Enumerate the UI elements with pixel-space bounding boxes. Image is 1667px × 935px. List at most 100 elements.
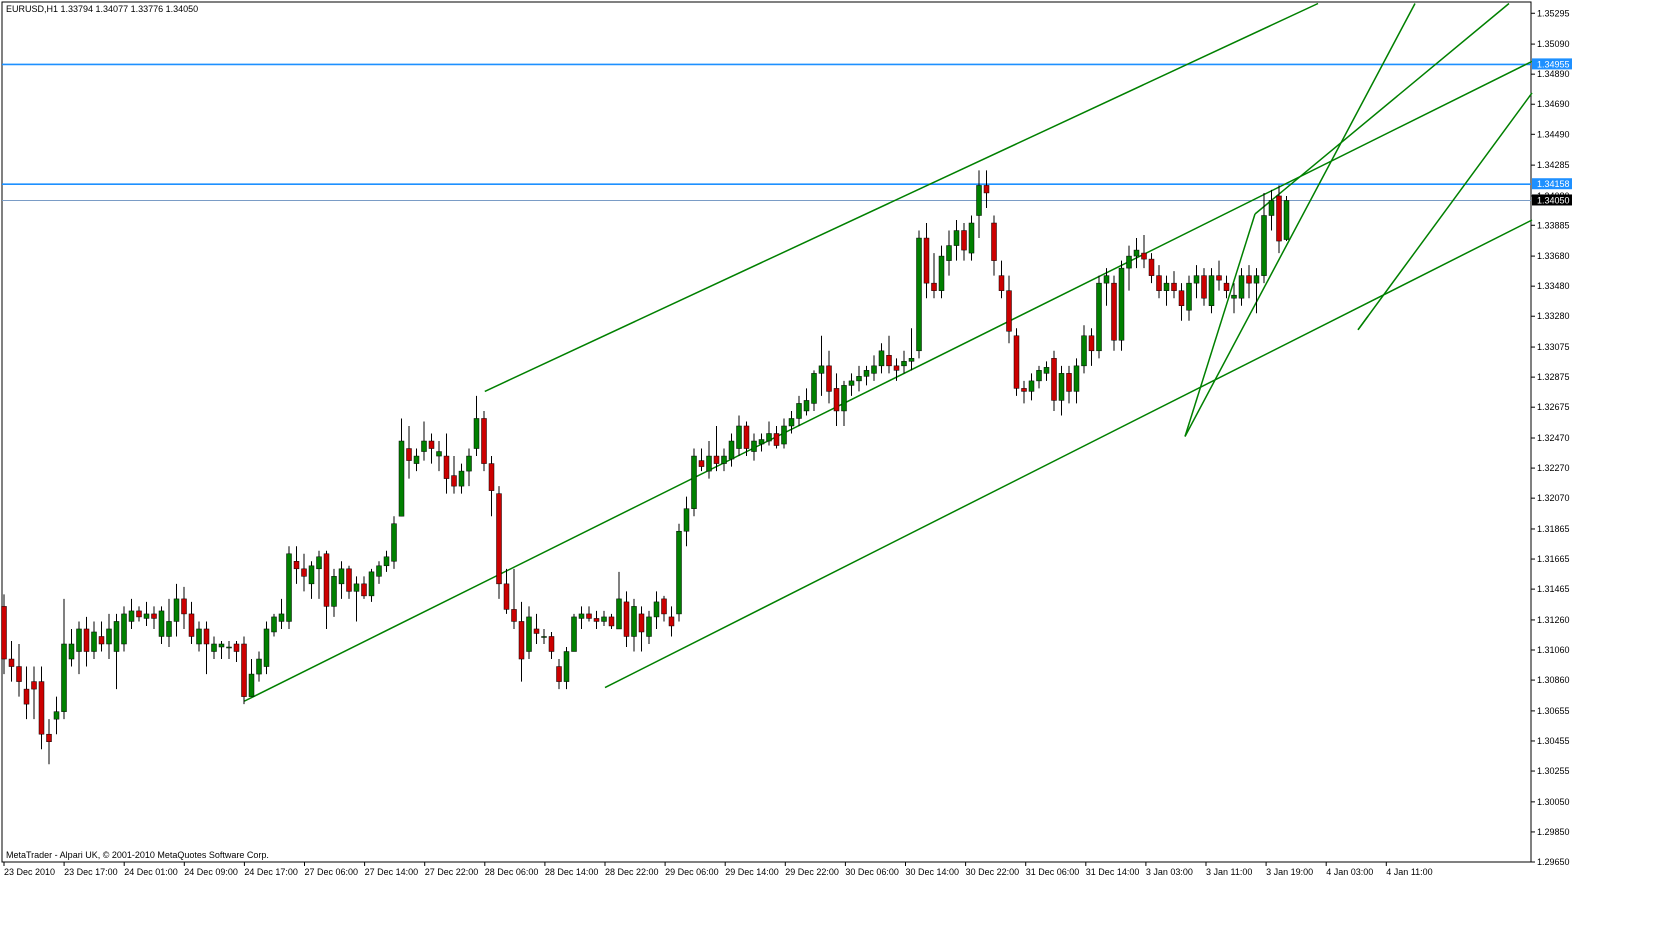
candle-body <box>203 628 210 645</box>
trendline[interactable] <box>1357 92 1533 331</box>
plot-area <box>1 1 1532 863</box>
candle <box>1276 185 1282 254</box>
candle <box>376 561 382 584</box>
candle <box>346 565 352 599</box>
candle-body <box>286 553 292 622</box>
candle-body <box>406 448 412 461</box>
trendline[interactable] <box>484 2 1319 393</box>
candle-body <box>1246 275 1252 284</box>
candle-body <box>751 440 757 452</box>
candle <box>61 598 67 720</box>
candle <box>181 586 187 629</box>
candle <box>83 616 90 667</box>
candle-body <box>91 631 97 652</box>
candle <box>608 613 615 629</box>
candle-body <box>383 556 390 567</box>
candle-body <box>1223 282 1230 291</box>
candle-body <box>1193 275 1200 284</box>
candle-body <box>1231 294 1237 299</box>
candle-body <box>451 475 457 487</box>
y-tick-label: 1.33480 <box>1537 281 1570 291</box>
trendline[interactable] <box>604 219 1533 689</box>
x-tick-label: 24 Dec 09:00 <box>184 867 238 877</box>
candle-body <box>143 613 150 619</box>
candle-body <box>1028 380 1035 392</box>
candle-body <box>1051 358 1057 401</box>
chart-title: EURUSD,H1 1.33794 1.34077 1.33776 1.3405… <box>6 4 198 14</box>
candle-body <box>503 583 510 610</box>
trendline[interactable] <box>1254 2 1510 215</box>
candle <box>728 433 735 467</box>
candle <box>1246 265 1252 299</box>
candle <box>691 448 697 517</box>
candle <box>923 223 930 299</box>
candle <box>1193 265 1200 299</box>
candle-body <box>533 628 540 634</box>
candle <box>271 613 277 637</box>
trendline[interactable] <box>1184 3 1416 437</box>
candle-body <box>691 455 697 509</box>
candle-body <box>23 688 30 705</box>
candle <box>1021 380 1027 404</box>
candle-body <box>1141 252 1147 260</box>
x-tick-label: 4 Jan 11:00 <box>1386 867 1432 877</box>
candle <box>128 598 135 629</box>
candle-body <box>1253 275 1260 284</box>
candle-body <box>413 455 420 464</box>
candle-body <box>241 643 247 697</box>
candle <box>938 245 945 299</box>
y-tick-label: 1.32875 <box>1537 372 1570 382</box>
candle <box>241 636 247 705</box>
y-tick-label: 1.34890 <box>1537 69 1570 79</box>
candle-body <box>1043 367 1050 374</box>
candle-body <box>766 433 772 442</box>
x-tick-label: 23 Dec 2010 <box>4 867 55 877</box>
trendline[interactable] <box>1357 315 1369 331</box>
candle <box>458 463 465 494</box>
candle-body <box>473 418 480 449</box>
candle <box>503 568 510 614</box>
candle <box>158 606 165 644</box>
candle <box>796 395 802 426</box>
candle-body <box>631 606 637 637</box>
candle <box>323 550 330 629</box>
candle <box>1058 365 1065 416</box>
candle <box>893 358 900 381</box>
candle <box>571 613 577 652</box>
candle-body <box>1066 373 1072 392</box>
hline-price-tag <box>1532 58 1572 70</box>
candle-body <box>698 460 705 467</box>
candle-body <box>173 598 180 622</box>
candle-body <box>151 613 157 619</box>
candle <box>1066 365 1072 404</box>
candle <box>98 621 105 652</box>
candle-body <box>391 523 397 562</box>
candle <box>151 606 157 629</box>
candle <box>466 448 472 487</box>
candle <box>781 418 787 449</box>
candle-body <box>8 658 15 667</box>
candle-body <box>706 455 712 472</box>
y-tick-label: 1.32470 <box>1537 433 1570 443</box>
candle <box>721 448 727 472</box>
y-tick-label: 1.34285 <box>1537 160 1570 170</box>
trendline[interactable] <box>1184 213 1256 437</box>
trendline[interactable] <box>244 60 1533 702</box>
y-tick-label: 1.32070 <box>1537 493 1570 503</box>
hline-price-label: 1.34955 <box>1537 59 1570 69</box>
y-tick-label: 1.32270 <box>1537 463 1570 473</box>
candle <box>1118 260 1125 351</box>
candle <box>316 550 322 599</box>
candle-body <box>106 628 112 645</box>
candle-body <box>158 610 165 637</box>
candle <box>1111 275 1117 351</box>
candle <box>301 553 307 592</box>
candle-body <box>1118 267 1125 341</box>
candle-body <box>781 425 787 445</box>
y-tick-label: 1.30455 <box>1537 736 1570 746</box>
candle-body <box>136 610 142 618</box>
candle <box>1163 275 1170 306</box>
candle <box>623 591 630 647</box>
candle <box>533 613 540 644</box>
